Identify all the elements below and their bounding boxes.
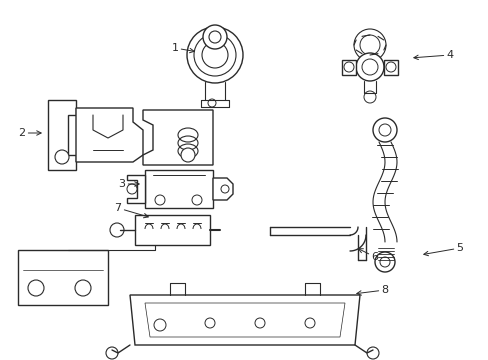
Bar	[135, 215, 209, 245]
Circle shape	[379, 257, 389, 267]
Circle shape	[361, 59, 377, 75]
Circle shape	[363, 91, 375, 103]
Circle shape	[378, 124, 390, 136]
Circle shape	[208, 31, 221, 43]
Circle shape	[192, 195, 202, 205]
Text: 8: 8	[356, 285, 388, 295]
Circle shape	[106, 347, 118, 359]
Circle shape	[155, 195, 164, 205]
Text: 2: 2	[19, 128, 41, 138]
Circle shape	[186, 27, 243, 83]
Circle shape	[353, 29, 385, 61]
Circle shape	[254, 318, 264, 328]
Text: 5: 5	[423, 243, 463, 256]
Circle shape	[154, 319, 165, 331]
Circle shape	[204, 318, 215, 328]
Circle shape	[366, 347, 378, 359]
Circle shape	[181, 148, 195, 162]
Polygon shape	[48, 100, 76, 170]
Circle shape	[127, 184, 137, 194]
Text: 6: 6	[358, 249, 378, 262]
Bar	[145, 170, 213, 208]
Circle shape	[221, 185, 228, 193]
Text: 7: 7	[114, 203, 148, 218]
Circle shape	[55, 150, 69, 164]
Polygon shape	[213, 178, 232, 200]
Text: 1: 1	[171, 43, 194, 53]
Bar	[18, 250, 108, 305]
Circle shape	[194, 34, 236, 76]
Polygon shape	[145, 303, 345, 337]
Polygon shape	[383, 60, 397, 75]
Polygon shape	[76, 108, 142, 162]
Text: 4: 4	[413, 50, 453, 60]
Polygon shape	[142, 110, 213, 165]
Circle shape	[110, 223, 124, 237]
Text: 3: 3	[118, 179, 139, 189]
Circle shape	[343, 62, 353, 72]
Circle shape	[202, 42, 227, 68]
Circle shape	[359, 35, 379, 55]
Circle shape	[75, 280, 91, 296]
Circle shape	[28, 280, 44, 296]
Circle shape	[203, 25, 226, 49]
Circle shape	[374, 252, 394, 272]
Circle shape	[355, 53, 383, 81]
Circle shape	[385, 62, 395, 72]
Circle shape	[305, 318, 314, 328]
Circle shape	[372, 118, 396, 142]
Polygon shape	[130, 295, 359, 345]
Polygon shape	[127, 175, 145, 203]
Polygon shape	[341, 60, 355, 75]
Circle shape	[207, 99, 216, 107]
